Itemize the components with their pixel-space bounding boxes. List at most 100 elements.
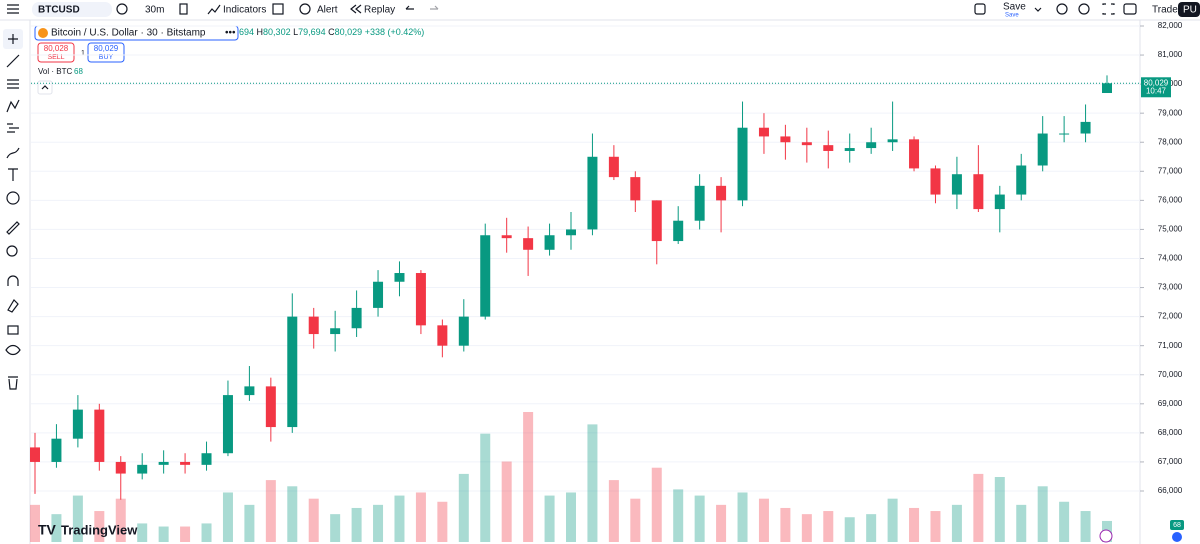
templates-button[interactable] bbox=[272, 3, 284, 15]
trendline-tool[interactable] bbox=[6, 54, 20, 68]
candle-body bbox=[630, 177, 641, 201]
volume-bar bbox=[94, 511, 105, 542]
timezone-button[interactable] bbox=[1172, 532, 1182, 542]
symbol-title: Bitcoin / U.S. Dollar · 30 · Bitstamp bbox=[51, 28, 206, 39]
volume-bar bbox=[694, 495, 705, 542]
candle-body bbox=[1080, 121, 1091, 134]
volume-bar bbox=[651, 467, 662, 542]
candle-body bbox=[523, 238, 534, 250]
text-tool[interactable] bbox=[8, 168, 18, 181]
y-tick-label: 76,000 bbox=[1158, 195, 1183, 204]
lock-tool[interactable] bbox=[7, 325, 19, 335]
sell-price: 80,028 bbox=[44, 44, 69, 53]
y-tick-label: 81,000 bbox=[1158, 50, 1183, 59]
volume-bar bbox=[587, 424, 598, 542]
volume-bar bbox=[180, 526, 191, 542]
undo-button[interactable] bbox=[405, 5, 414, 10]
news-button[interactable] bbox=[1099, 529, 1113, 543]
settings-button[interactable] bbox=[1078, 3, 1090, 15]
alert-button[interactable]: Alert bbox=[317, 5, 338, 16]
y-tick-label: 75,000 bbox=[1158, 225, 1183, 234]
candle-body bbox=[94, 409, 105, 462]
hide-tool[interactable] bbox=[5, 344, 21, 356]
volume-bar bbox=[72, 495, 83, 542]
ohlc-label: L bbox=[293, 27, 298, 37]
fullscreen-button[interactable] bbox=[1102, 3, 1115, 15]
candle-body bbox=[330, 328, 341, 335]
pattern-tool[interactable] bbox=[6, 99, 20, 113]
ohlc-value: 79,694 bbox=[298, 27, 326, 37]
projection-tool[interactable] bbox=[7, 123, 19, 133]
measure-tool[interactable] bbox=[6, 221, 20, 235]
candle-body bbox=[180, 461, 191, 465]
y-tick-label: 72,000 bbox=[1158, 312, 1183, 321]
y-tick-label: 73,000 bbox=[1158, 283, 1183, 292]
save-button[interactable]: Save bbox=[1003, 2, 1026, 13]
volume-bar bbox=[458, 473, 469, 542]
candle-body bbox=[608, 156, 619, 178]
candle-body bbox=[158, 461, 169, 465]
trade-button[interactable]: Trade bbox=[1152, 5, 1178, 16]
candle-body bbox=[1016, 165, 1027, 195]
interval[interactable]: 30m bbox=[145, 5, 164, 16]
volume-bar bbox=[137, 523, 148, 542]
candle-body bbox=[244, 386, 255, 396]
candle-body bbox=[351, 307, 362, 329]
volume-bar bbox=[501, 461, 512, 542]
save-menu[interactable] bbox=[1034, 7, 1042, 12]
delete-tool[interactable] bbox=[8, 376, 18, 390]
indicators-button[interactable]: Indicators bbox=[223, 5, 266, 16]
volume-bar bbox=[330, 514, 341, 542]
redo-button[interactable] bbox=[430, 5, 439, 10]
last-price-box bbox=[1141, 77, 1171, 98]
account-button[interactable] bbox=[1178, 2, 1200, 17]
symbol-search[interactable] bbox=[32, 2, 112, 17]
volume-bar bbox=[737, 492, 748, 542]
compare-button[interactable] bbox=[116, 3, 128, 15]
volume-bar bbox=[244, 504, 255, 542]
volume-bar bbox=[1059, 501, 1070, 542]
zoom-tool[interactable] bbox=[6, 245, 18, 257]
candle-body bbox=[1059, 133, 1070, 135]
candle-body bbox=[651, 200, 662, 242]
volume-bar bbox=[973, 473, 984, 542]
volume-bar bbox=[930, 511, 941, 542]
symbol[interactable]: BTCUSD bbox=[38, 5, 80, 16]
volume-badge: 68 bbox=[1173, 522, 1181, 529]
layout-button[interactable] bbox=[974, 3, 986, 15]
volume-bar bbox=[51, 514, 62, 542]
replay-button[interactable]: Replay bbox=[364, 5, 395, 16]
buy-label: BUY bbox=[99, 54, 114, 61]
volume-bar bbox=[758, 498, 769, 542]
volume-bar bbox=[415, 492, 426, 542]
chart-type-button[interactable] bbox=[179, 3, 188, 15]
quick-search[interactable] bbox=[1056, 3, 1068, 15]
candle-body bbox=[566, 229, 576, 236]
volume-bar bbox=[480, 433, 491, 542]
magnet-tool[interactable] bbox=[7, 275, 19, 286]
legend-more[interactable]: ••• bbox=[225, 28, 236, 39]
brush-tool[interactable] bbox=[6, 147, 20, 159]
screenshot-button[interactable] bbox=[1123, 3, 1137, 15]
sell-button[interactable] bbox=[37, 42, 75, 63]
lock-drawing-tool[interactable] bbox=[7, 299, 19, 313]
volume-bar bbox=[201, 523, 212, 542]
candle-body bbox=[437, 325, 448, 346]
ohlc-label: H bbox=[257, 27, 264, 37]
candle-body bbox=[673, 220, 684, 242]
volume-bar bbox=[287, 486, 298, 542]
candle-body bbox=[994, 194, 1005, 210]
volume-bar bbox=[1037, 486, 1048, 542]
icon-tool[interactable] bbox=[6, 191, 20, 205]
fib-tool[interactable] bbox=[7, 79, 19, 89]
y-tick-label: 74,000 bbox=[1158, 254, 1183, 263]
candle-body bbox=[480, 235, 491, 317]
y-tick-label: 71,000 bbox=[1158, 341, 1183, 350]
buy-button[interactable] bbox=[87, 42, 125, 63]
replay-icon bbox=[350, 4, 362, 14]
volume-bar bbox=[351, 507, 362, 542]
menu-button[interactable] bbox=[7, 4, 19, 14]
candle-body bbox=[780, 136, 791, 143]
